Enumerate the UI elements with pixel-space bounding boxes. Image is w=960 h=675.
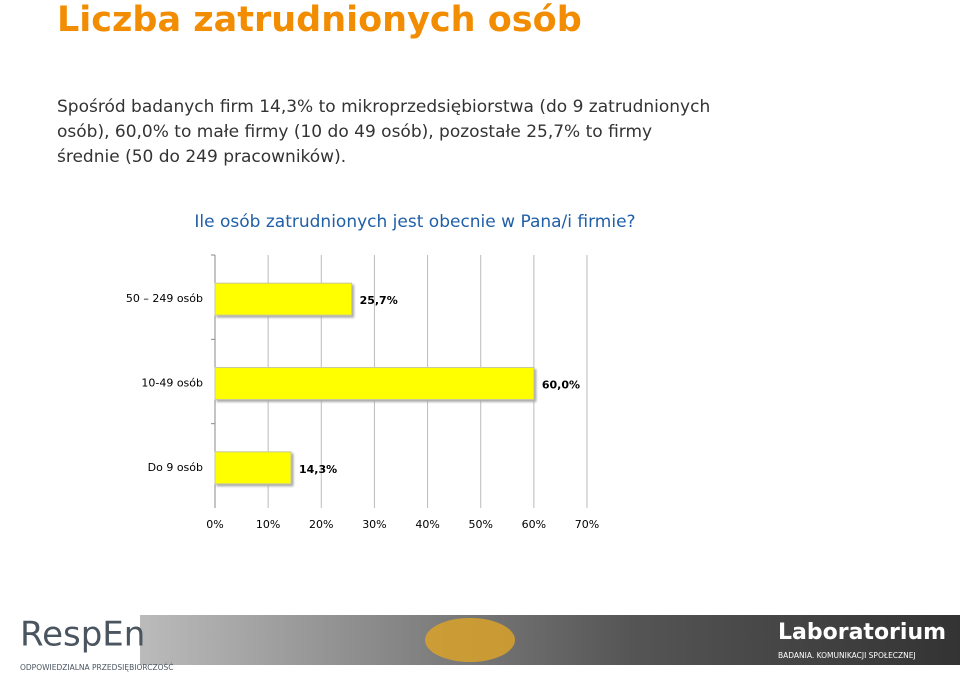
y-tick-label: 10-49 osób bbox=[141, 377, 203, 390]
x-tick-label: 60% bbox=[522, 518, 546, 531]
x-tick-label: 50% bbox=[468, 518, 492, 531]
x-tick-label: 70% bbox=[575, 518, 599, 531]
footer-strip bbox=[140, 615, 960, 665]
value-label: 25,7% bbox=[360, 294, 398, 307]
x-tick-label: 20% bbox=[309, 518, 333, 531]
summary-text: Spośród badanych firm 14,3% to mikroprze… bbox=[57, 97, 711, 167]
x-tick-label: 10% bbox=[256, 518, 280, 531]
x-tick-label: 30% bbox=[362, 518, 386, 531]
x-tick-label: 40% bbox=[415, 518, 439, 531]
bar bbox=[214, 451, 292, 485]
right-logo: Laboratorium bbox=[778, 620, 946, 645]
x-tick-label: 0% bbox=[206, 518, 223, 531]
chart-title: Ile osób zatrudnionych jest obecnie w Pa… bbox=[194, 212, 635, 232]
left-logo: RespEn bbox=[20, 615, 145, 655]
page-title: Liczba zatrudnionych osób bbox=[57, 0, 582, 40]
left-tagline: ODPOWIEDZIALNA PRZEDSIĘBIORCZOŚĆ bbox=[20, 663, 174, 672]
bar bbox=[214, 282, 353, 316]
footer-image bbox=[425, 618, 515, 662]
value-label: 60,0% bbox=[542, 379, 580, 392]
right-tagline: BADANIA. KOMUNIKACJI SPOŁECZNEJ bbox=[778, 651, 916, 660]
y-tick-label: 50 – 249 osób bbox=[126, 292, 203, 305]
y-tick-label: Do 9 osób bbox=[148, 461, 203, 474]
value-label: 14,3% bbox=[299, 463, 337, 476]
bar bbox=[214, 367, 535, 400]
